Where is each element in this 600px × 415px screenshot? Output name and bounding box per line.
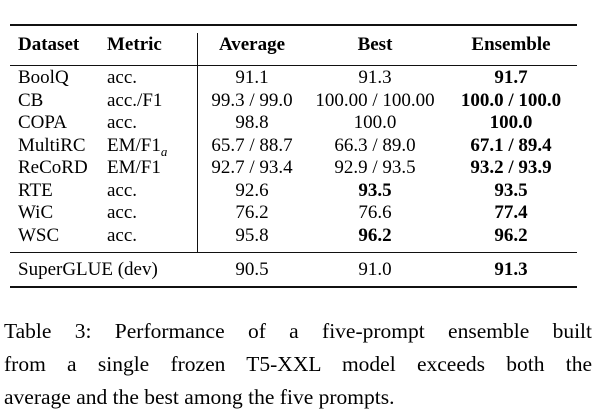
- cell-average: 92.6: [235, 179, 269, 201]
- col-header-ensemble: Ensemble: [471, 34, 551, 56]
- col-header-best: Best: [357, 34, 393, 56]
- cell-average: 92.7 / 93.4: [211, 157, 293, 179]
- cell-ensemble: 100.0: [489, 112, 533, 134]
- cell-average: 76.2: [235, 202, 269, 224]
- col-header-average: Average: [218, 34, 286, 56]
- caption-line-1: Table 3: Performance of a five-prompt en…: [4, 319, 592, 343]
- table-row-copa: COPA acc. 98.8 100.0 100.0: [10, 112, 577, 135]
- table-row-cb: CB acc./F1 99.3 / 99.0 100.00 / 100.00 1…: [10, 90, 577, 113]
- cell-metric: acc.: [107, 67, 138, 89]
- metric-subscript: a: [160, 143, 168, 159]
- caption-line-3: average and the best among the five prom…: [4, 385, 395, 409]
- cell-best: 92.9 / 93.5: [334, 157, 416, 179]
- cell-metric: acc.: [107, 224, 138, 246]
- caption-line-2: from a single frozen T5-XXL model exceed…: [4, 352, 592, 376]
- cell-best: 96.2: [358, 224, 392, 246]
- metric-text: EM/F1: [107, 134, 161, 156]
- table-row-multirc: MultiRC EM/F1a 65.7 / 88.7 66.3 / 89.0 6…: [10, 135, 577, 158]
- summary-row-superglue: SuperGLUE (dev) 90.5 91.0 91.3: [10, 253, 577, 288]
- cell-dataset: BoolQ: [18, 67, 69, 89]
- cell-metric: EM/F1: [107, 157, 161, 179]
- cell-metric: acc.: [107, 179, 138, 201]
- cell-metric: acc.: [107, 112, 138, 134]
- table-row-wic: WiC acc. 76.2 76.6 77.4: [10, 202, 577, 225]
- table-row-rte: RTE acc. 92.6 93.5 93.5: [10, 180, 577, 203]
- summary-label: SuperGLUE (dev): [18, 258, 158, 280]
- cell-dataset: RTE: [18, 179, 53, 201]
- summary-ensemble: 91.3: [494, 258, 528, 280]
- cell-dataset: WiC: [18, 202, 54, 224]
- cell-ensemble: 96.2: [494, 224, 528, 246]
- cell-average: 99.3 / 99.0: [211, 89, 293, 111]
- cell-ensemble: 67.1 / 89.4: [470, 134, 552, 156]
- cell-dataset: COPA: [18, 112, 67, 134]
- cell-average: 95.8: [235, 224, 269, 246]
- col-header-dataset: Dataset: [18, 34, 80, 56]
- cell-best: 93.5: [358, 179, 392, 201]
- cell-ensemble: 77.4: [494, 202, 528, 224]
- table-caption: Table 3: Performance of a five-prompt en…: [4, 315, 592, 414]
- summary-best: 91.0: [358, 258, 392, 280]
- cell-ensemble: 93.5: [494, 179, 528, 201]
- cell-best: 100.00 / 100.00: [315, 89, 435, 111]
- cell-average: 65.7 / 88.7: [211, 134, 293, 156]
- col-header-metric: Metric: [107, 34, 162, 56]
- table-row-record: ReCoRD EM/F1 92.7 / 93.4 92.9 / 93.5 93.…: [10, 157, 577, 180]
- cell-best: 76.6: [358, 202, 392, 224]
- cell-dataset: MultiRC: [18, 134, 86, 156]
- cell-dataset: CB: [18, 89, 44, 111]
- cell-average: 91.1: [235, 67, 269, 89]
- cell-dataset: ReCoRD: [18, 157, 88, 179]
- cell-dataset: WSC: [18, 224, 60, 246]
- table-header-row: Dataset Metric Average Best Ensemble: [10, 26, 577, 66]
- column-divider-rule: [197, 33, 199, 252]
- cell-metric: acc.: [107, 202, 138, 224]
- cell-ensemble: 91.7: [494, 67, 528, 89]
- table-row-wsc: WSC acc. 95.8 96.2 96.2: [10, 225, 577, 248]
- table-body: BoolQ acc. 91.1 91.3 91.7 CB acc./F1 99.…: [10, 66, 577, 253]
- cell-best: 100.0: [353, 112, 397, 134]
- cell-average: 98.8: [235, 112, 269, 134]
- cell-best: 66.3 / 89.0: [334, 134, 416, 156]
- cell-ensemble: 93.2 / 93.9: [470, 157, 552, 179]
- cell-ensemble: 100.0 / 100.0: [460, 89, 562, 111]
- cell-metric: acc./F1: [107, 89, 163, 111]
- cell-best: 91.3: [358, 67, 392, 89]
- summary-average: 90.5: [235, 258, 269, 280]
- cell-metric: EM/F1a: [107, 134, 199, 159]
- table-row-boolq: BoolQ acc. 91.1 91.3 91.7: [10, 67, 577, 90]
- results-table: Dataset Metric Average Best Ensemble Boo…: [10, 24, 577, 288]
